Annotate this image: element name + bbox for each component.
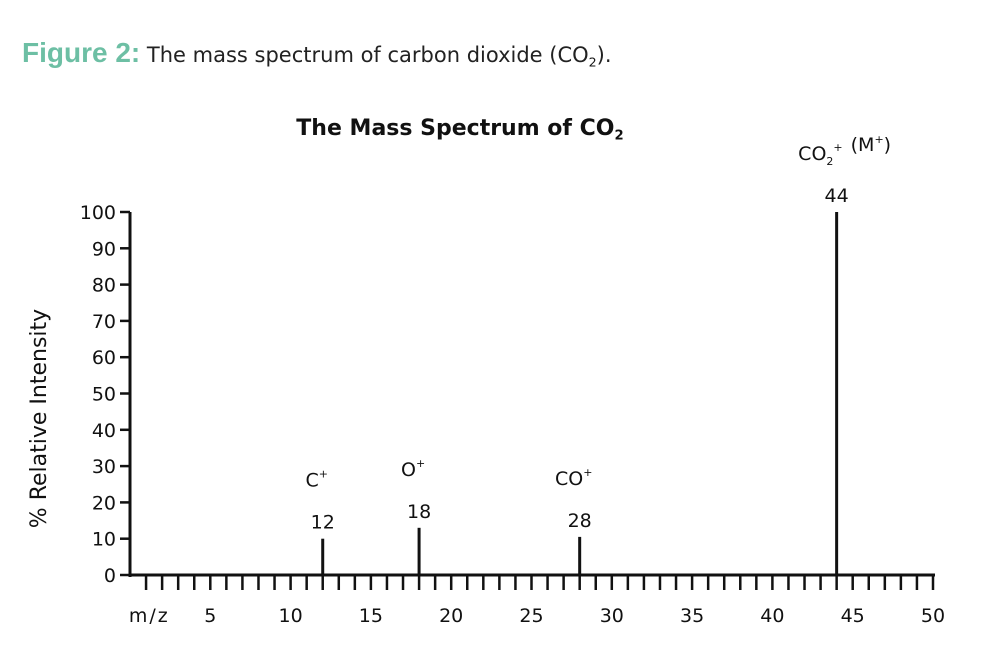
- peak-ion-label: CO2+ (M+): [798, 133, 891, 168]
- chart-axes: 0 10 20 30 40 50 60 70 80 90 100 5 10 15 20 25 30 35 40 45 5…: [27, 202, 945, 627]
- y-tick-label: 50: [92, 384, 116, 406]
- x-tick-label: 30: [600, 605, 624, 627]
- chart-title: The Mass Spectrum of CO2: [0, 116, 920, 144]
- chart-title-text: The Mass Spectrum of CO: [296, 116, 615, 141]
- y-axis-label: % Relative Intensity: [27, 309, 52, 528]
- figure-caption-subscript: 2: [588, 54, 597, 70]
- y-tick-label: 10: [92, 529, 116, 551]
- x-tick-label: 40: [760, 605, 784, 627]
- x-tick-label: 25: [519, 605, 543, 627]
- x-tick-label: 15: [359, 605, 383, 627]
- peak-value-label: 28: [568, 510, 592, 532]
- figure-caption-tail: ).: [596, 43, 612, 67]
- peak-ion-label: C+: [305, 468, 328, 492]
- chart-title-subscript: 2: [614, 128, 624, 144]
- figure-caption: Figure 2: The mass spectrum of carbon di…: [22, 36, 612, 72]
- x-tick-label: 35: [680, 605, 704, 627]
- y-tick-label: 100: [80, 202, 116, 224]
- figure-caption-lead: Figure 2:: [22, 37, 141, 68]
- y-tick-label: 30: [92, 456, 116, 478]
- y-tick-label: 20: [92, 492, 116, 514]
- peak-ion-label: CO+: [555, 466, 592, 490]
- y-tick-label: 60: [92, 347, 116, 369]
- y-tick-label: 40: [92, 420, 116, 442]
- peak-value-label: 44: [825, 185, 849, 207]
- x-tick-label: 5: [204, 605, 216, 627]
- y-tick-label: 70: [92, 311, 116, 333]
- y-tick-label: 0: [104, 565, 116, 587]
- y-tick-label: 80: [92, 275, 116, 297]
- peak-ion-label: O+: [401, 457, 425, 481]
- chart-labels: 12 C+ 18 O+ 28 CO+ 44 CO2+ (M+): [305, 133, 891, 534]
- y-tick-label: 90: [92, 238, 116, 260]
- x-tick-label: 45: [841, 605, 865, 627]
- chart-peaks: [321, 212, 839, 575]
- x-tick-label: 10: [279, 605, 303, 627]
- x-axis-label: m/z: [129, 605, 170, 627]
- peak-value-label: 18: [407, 501, 431, 523]
- x-tick-label: 50: [921, 605, 945, 627]
- x-tick-label: 20: [439, 605, 463, 627]
- figure-caption-text: The mass spectrum of carbon dioxide (CO: [146, 43, 589, 67]
- peak-value-label: 12: [311, 512, 335, 534]
